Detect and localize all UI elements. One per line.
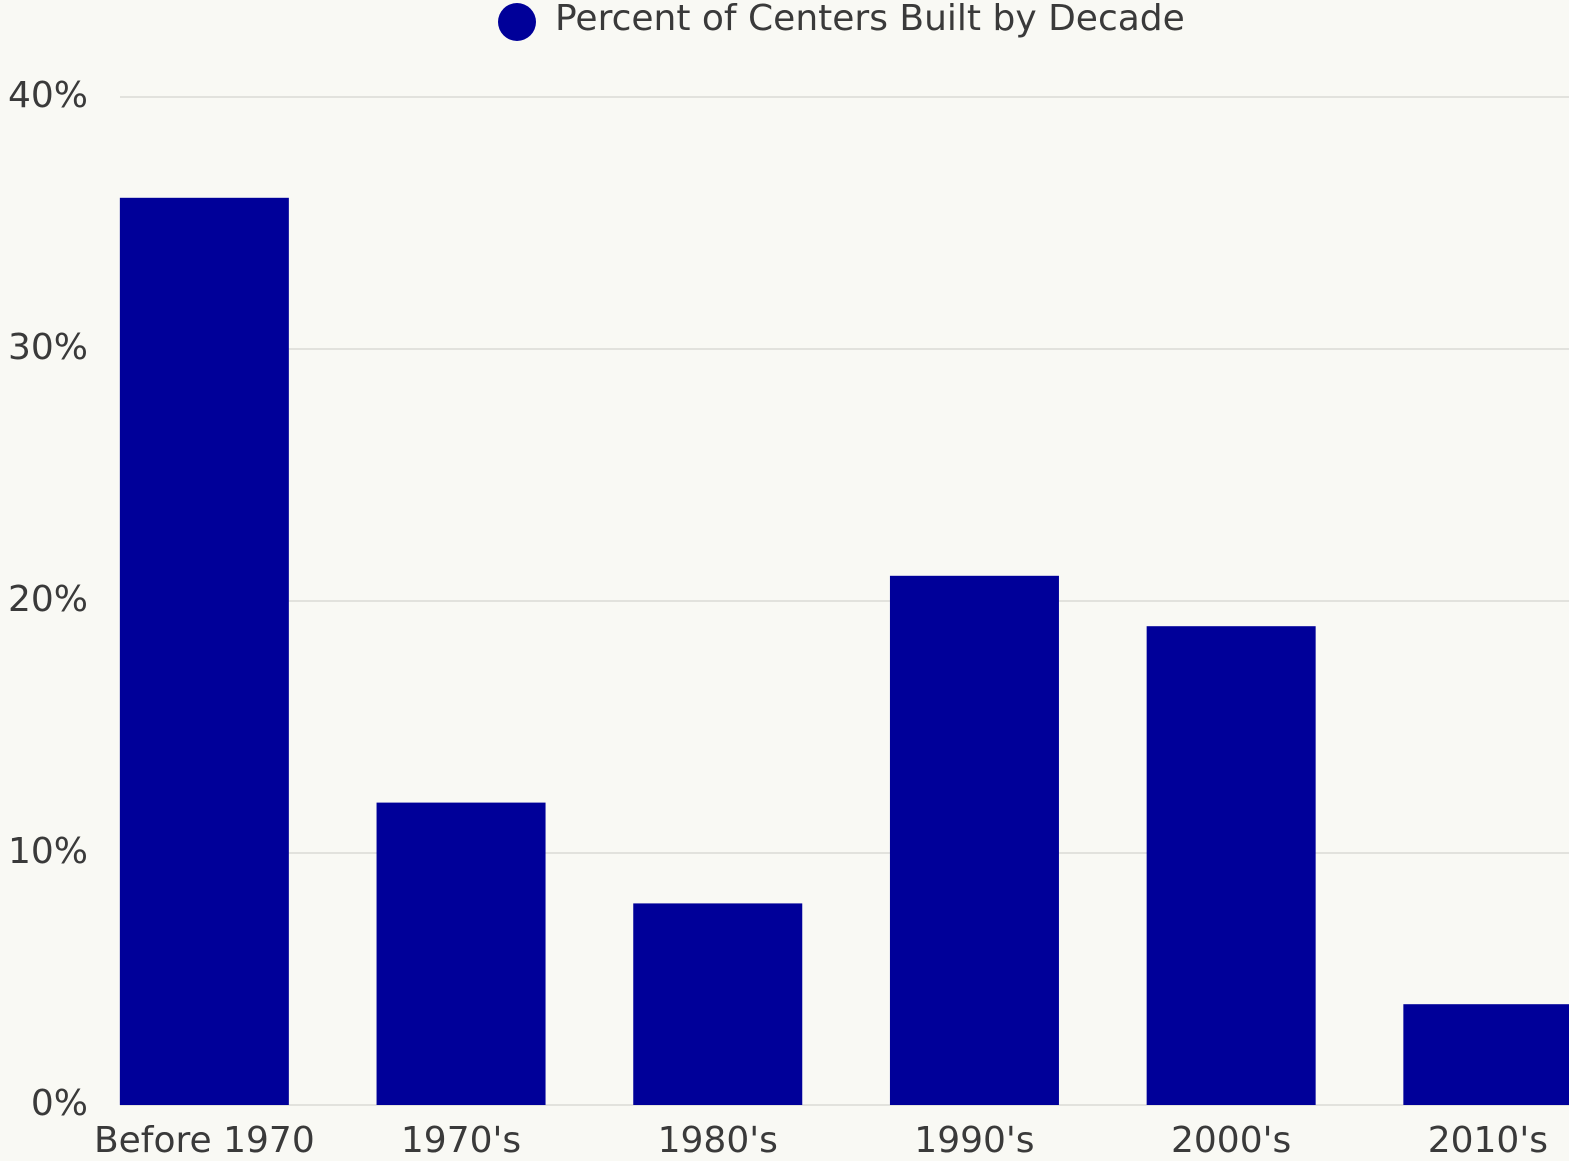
y-tick-label: 20% — [8, 579, 88, 620]
x-tick-label: Before 1970 — [94, 1120, 315, 1161]
bar — [1146, 626, 1316, 1105]
bar — [889, 575, 1059, 1105]
x-tick-label: 2010's — [1428, 1120, 1548, 1161]
y-tick-label: 30% — [8, 327, 88, 368]
bar — [376, 802, 546, 1105]
bar — [1403, 1004, 1569, 1105]
y-tick-label: 0% — [31, 1083, 88, 1124]
x-tick-label: 2000's — [1171, 1120, 1291, 1161]
y-tick-label: 40% — [8, 75, 88, 116]
bar — [119, 197, 289, 1106]
x-tick-label: 1980's — [658, 1120, 778, 1161]
bar — [633, 903, 803, 1105]
legend-marker — [498, 3, 536, 41]
x-tick-label: 1990's — [914, 1120, 1034, 1161]
legend-label: Percent of Centers Built by Decade — [555, 0, 1185, 39]
y-tick-label: 10% — [8, 831, 88, 872]
x-tick-label: 1970's — [401, 1120, 521, 1161]
